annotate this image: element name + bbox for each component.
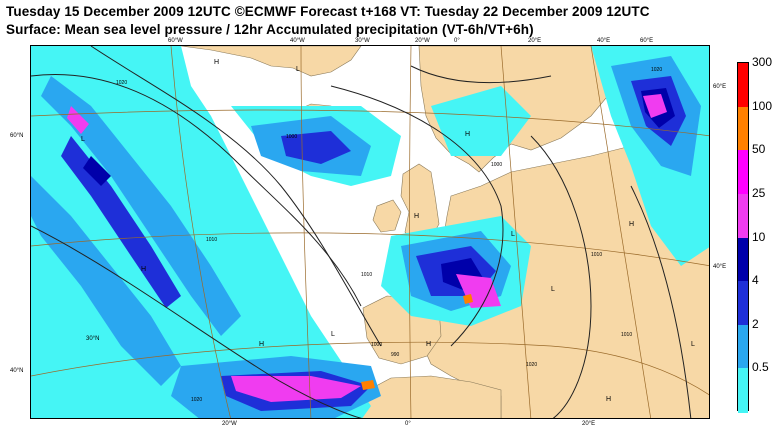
precipitation-area xyxy=(231,376,361,402)
isobar-layer xyxy=(31,46,692,418)
colorbar-label: 50 xyxy=(752,142,766,157)
graticule-tick-label: 30°W xyxy=(355,38,370,44)
graticule-line xyxy=(170,46,231,418)
isobar-value-label: 1000 xyxy=(491,162,502,168)
graticule-line xyxy=(31,109,709,137)
graticule-tick-label: 60°E xyxy=(640,38,654,44)
precipitation-area xyxy=(643,94,667,118)
colorbar-segment xyxy=(738,63,748,108)
precipitation-colorbar xyxy=(737,62,749,413)
colorbar-segment xyxy=(738,106,748,151)
graticule-line xyxy=(500,46,532,418)
colorbar-segment xyxy=(738,237,748,282)
forecast-map: H H H H H L L L H H L L H L 1020 1000 1010 1000 1000 990 101… xyxy=(30,45,710,419)
precipitation-area xyxy=(463,294,473,304)
pressure-center-label: H xyxy=(629,221,634,228)
isobar-line xyxy=(410,65,552,84)
precipitation-area xyxy=(83,156,111,186)
pressure-center-label: L xyxy=(296,66,300,73)
precipitation-area xyxy=(361,380,375,390)
graticule-tick-label: 60°W xyxy=(168,38,183,44)
graticule-line xyxy=(409,46,412,418)
graticule-line xyxy=(300,46,312,418)
map-title-line-1: Tuesday 15 December 2009 12UTC ©ECMWF Fo… xyxy=(6,4,650,19)
graticule-tick-label: 20°E xyxy=(528,38,542,44)
map-canvas: H H H H H L L L H H L L H L 1020 1000 1010 1000 1000 990 101… xyxy=(31,46,709,418)
precipitation-area xyxy=(67,106,89,134)
pressure-center-label: H xyxy=(259,341,264,348)
precipitation-area xyxy=(41,76,241,336)
colorbar-label: 10 xyxy=(752,229,766,244)
isobar-line xyxy=(31,225,363,418)
precipitation-area xyxy=(281,131,351,164)
colorbar-label: 100 xyxy=(752,98,773,113)
isobar-value-label: 1000 xyxy=(286,134,297,140)
pressure-center-label: H xyxy=(214,59,219,66)
colorbar-label: 25 xyxy=(752,185,766,200)
isobar-value-label: 1010 xyxy=(206,237,217,243)
isobar-line xyxy=(330,85,504,347)
graticule-tick-label: 60°N xyxy=(10,133,24,139)
graticule-tick-label: 20°E xyxy=(582,421,596,427)
graticule-layer xyxy=(31,46,709,418)
isobar-line xyxy=(31,74,362,307)
isobar-value-label: 1020 xyxy=(651,67,662,73)
isobar-value-label: 1000 xyxy=(371,342,382,348)
ireland-land xyxy=(372,199,402,233)
pressure-center-label: H xyxy=(426,341,431,348)
pressure-center-label: H xyxy=(141,266,146,273)
precipitation-layer xyxy=(31,46,709,418)
colorbar-segment xyxy=(738,368,748,413)
pressure-center-label: L xyxy=(331,331,335,338)
isobar-value-label: 1010 xyxy=(591,252,602,258)
graticule-tick-label: 40°W xyxy=(290,38,305,44)
graticule-tick-label: 20°W xyxy=(415,38,430,44)
isobar-value-label: 990 xyxy=(391,352,400,358)
graticule-tick-label: 30°N xyxy=(86,336,100,342)
pressure-center-layer: H H H H H L L L H H L L H L 1020 1000 1010 1000 1000 990 101… xyxy=(81,59,695,403)
graticule-tick-label: 0° xyxy=(405,421,411,427)
graticule-tick-label: 40°E xyxy=(713,264,727,270)
greenland-land xyxy=(180,46,362,77)
pressure-center-label: L xyxy=(511,231,515,238)
graticule-line xyxy=(590,46,652,418)
graticule-tick-label: 40°N xyxy=(10,368,24,374)
isobar-value-label: 1020 xyxy=(526,362,537,368)
colorbar-segment xyxy=(738,193,748,238)
pressure-center-label: H xyxy=(465,131,470,138)
isobar-line xyxy=(630,185,692,418)
pressure-center-label: L xyxy=(691,341,695,348)
isobar-value-label: 1020 xyxy=(191,397,202,403)
isobar-value-label: 1020 xyxy=(116,80,127,86)
pressure-center-label: H xyxy=(414,213,419,220)
precipitation-area xyxy=(31,176,181,386)
isobar-line xyxy=(90,46,382,347)
graticule-tick-label: 60°E xyxy=(713,84,727,90)
graticule-line xyxy=(31,232,709,267)
isobar-line xyxy=(530,135,592,418)
colorbar-segment xyxy=(738,324,748,369)
colorbar-label: 300 xyxy=(752,55,773,69)
pressure-center-label: L xyxy=(551,286,555,293)
pressure-center-label: L xyxy=(81,136,85,143)
colorbar-label: 0.5 xyxy=(752,360,769,375)
isobar-value-label: 1010 xyxy=(621,332,632,338)
pressure-center-label: H xyxy=(606,396,611,403)
map-title-line-2: Surface: Mean sea level pressure / 12hr … xyxy=(6,22,534,37)
colorbar-segment xyxy=(738,281,748,326)
isobar-value-label: 1010 xyxy=(361,272,372,278)
precipitation-area xyxy=(61,136,181,308)
colorbar-segment xyxy=(738,150,748,195)
colorbar-label: 2 xyxy=(752,316,759,331)
graticule-tick-label: 0° xyxy=(454,38,460,44)
graticule-line xyxy=(31,341,709,396)
graticule-tick-label: 40°E xyxy=(597,38,611,44)
colorbar-label: 4 xyxy=(752,273,759,288)
graticule-tick-label: 20°W xyxy=(222,421,237,427)
precipitation-area xyxy=(431,86,531,156)
